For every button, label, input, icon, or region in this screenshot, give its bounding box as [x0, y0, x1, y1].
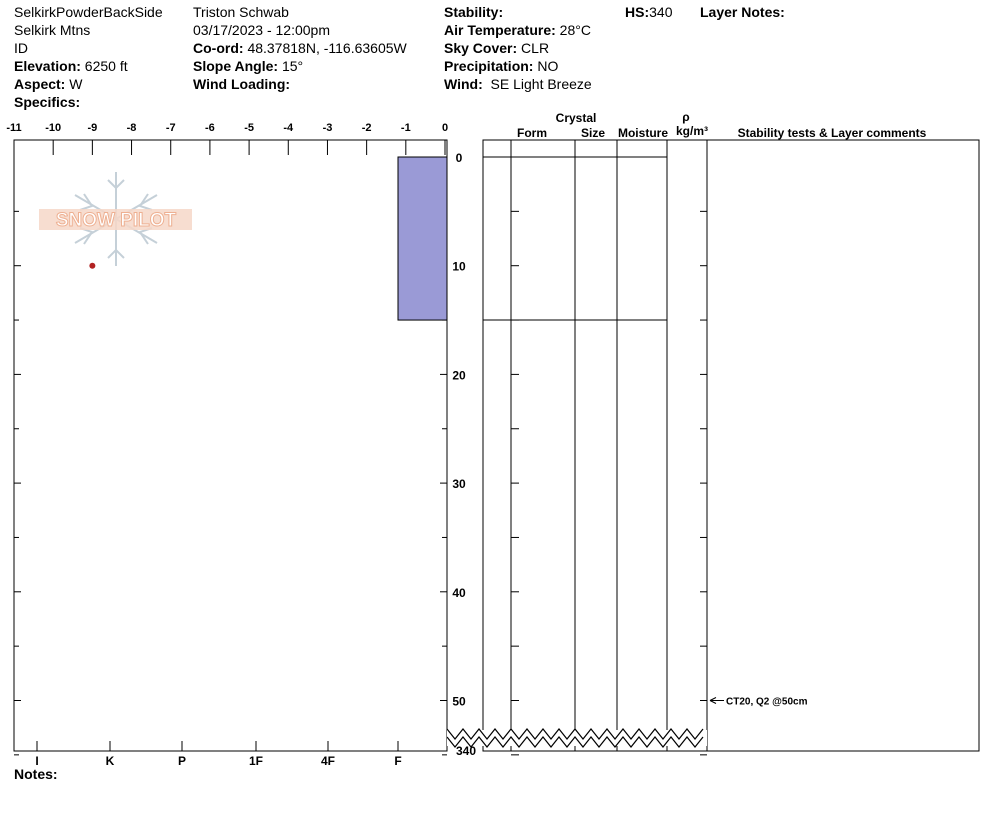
layer-table-frame [482, 139, 980, 752]
aspect-value: W [69, 76, 83, 92]
coord-label: Co-ord: [193, 40, 244, 56]
temp-tick-label: -4 [283, 122, 294, 134]
temp-tick-label: -6 [205, 122, 215, 134]
depth-tick-label: 50 [452, 695, 466, 709]
wind-field: Wind: SE Light Breeze [444, 75, 592, 93]
specifics-label: Specifics: [14, 94, 81, 110]
size-header: Size [581, 126, 605, 140]
layer-notes-label: Layer Notes: [700, 4, 785, 20]
slope-label: Slope Angle: [193, 58, 279, 74]
density-unit-header: kg/m³ [676, 124, 708, 138]
slope-field: Slope Angle: 15° [193, 57, 303, 75]
precip-label: Precipitation: [444, 58, 534, 74]
hs-value: 340 [649, 4, 673, 20]
coord-value: 48.37818N, -116.63605W [247, 40, 407, 56]
elevation-field: Elevation: 6250 ft [14, 57, 128, 75]
snow-pilot-logo: SNOW PILOT [39, 172, 192, 266]
depth-tick-label: 10 [452, 260, 466, 274]
observer-name: Triston Schwab [193, 4, 289, 20]
wind-loading-label: Wind Loading: [193, 76, 291, 92]
air-temp-value: 28°C [559, 22, 591, 38]
temp-tick-label: -8 [127, 122, 137, 134]
hardness-plot-frame [13, 139, 448, 752]
elevation-value: 6250 ft [84, 58, 128, 74]
aspect-label: Aspect: [14, 76, 66, 92]
depth-break-mask [447, 730, 707, 746]
depth-tick-label: 30 [452, 477, 466, 491]
depth-break-zigzag [446, 728, 707, 748]
coord-field: Co-ord: 48.37818N, -116.63605W [193, 39, 407, 57]
temp-tick-label: -2 [362, 122, 372, 134]
snow-layer-bar [397, 156, 448, 321]
wind-label: Wind: [444, 76, 483, 92]
hardness-tick-label: K [106, 754, 115, 768]
stability-test-label: CT20, Q2 @50cm [726, 697, 808, 708]
temp-tick-label: -9 [87, 122, 97, 134]
temperature-point [89, 262, 96, 269]
crystal-header: Crystal [556, 111, 597, 125]
depth-tick-label: 0 [456, 151, 463, 165]
range-name: Selkirk Mtns [14, 22, 91, 38]
depth-tick-label: 20 [452, 368, 466, 382]
logo-text: SNOW PILOT [56, 210, 177, 231]
aspect-field: Aspect: W [14, 75, 82, 93]
hs-label: HS: [625, 4, 650, 20]
moisture-header: Moisture [618, 126, 668, 140]
hardness-tick-label: P [178, 754, 186, 768]
form-header: Form [517, 126, 547, 140]
hardness-tick-label: 1F [249, 754, 263, 768]
stability-label: Stability: [444, 4, 504, 20]
rho-header: ρ [682, 110, 689, 124]
sky-value: CLR [521, 40, 550, 56]
elevation-label: Elevation: [14, 58, 81, 74]
observation-datetime: 03/17/2023 - 12:00pm [193, 22, 330, 38]
stability-test-arrowhead [709, 697, 717, 704]
air-temp-label: Air Temperature: [444, 22, 556, 38]
temp-tick-label: -10 [45, 122, 61, 134]
hs-bottom-label: 340 [456, 744, 476, 758]
wind-value: SE Light Breeze [490, 76, 592, 92]
hardness-tick-label: 4F [321, 754, 335, 768]
depth-tick-label: 40 [452, 586, 466, 600]
logo-banner [39, 209, 192, 230]
temp-tick-label: -3 [323, 122, 333, 134]
depth-break-line [446, 728, 704, 740]
precip-value: NO [537, 58, 559, 74]
stability-comments-header: Stability tests & Layer comments [738, 126, 927, 140]
temp-tick-label: 0 [442, 122, 448, 134]
slope-value: 15° [281, 58, 304, 74]
hardness-tick-label: I [35, 754, 38, 768]
temp-tick-label: -7 [166, 122, 176, 134]
sky-field: Sky Cover: CLR [444, 39, 549, 57]
precip-field: Precipitation: NO [444, 57, 558, 75]
notes-label: Notes: [14, 766, 58, 782]
location-name: SelkirkPowderBackSide [14, 4, 163, 20]
air-temp-field: Air Temperature: 28°C [444, 21, 591, 39]
temp-tick-label: -5 [244, 122, 254, 134]
hs-field: HS:340 [625, 3, 672, 21]
temp-tick-label: -11 [6, 122, 21, 134]
sky-label: Sky Cover: [444, 40, 518, 56]
hardness-tick-label: F [394, 754, 401, 768]
depth-break-line [446, 736, 704, 748]
state-name: ID [14, 40, 28, 56]
temp-tick-label: -1 [401, 122, 411, 134]
